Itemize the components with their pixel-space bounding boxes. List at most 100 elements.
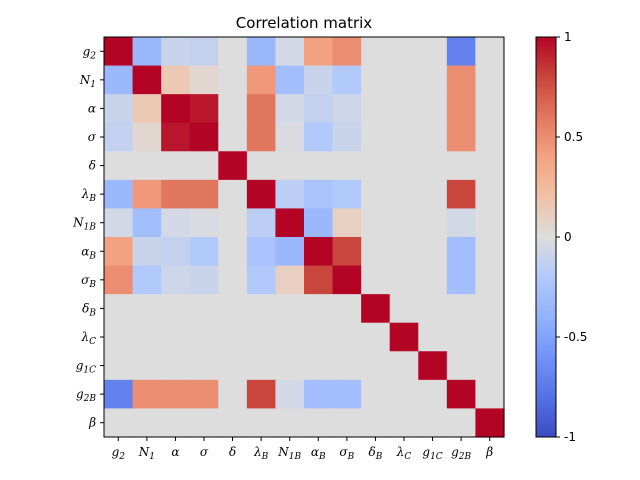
x-tick-label: g2: [112, 445, 126, 462]
heatmap-cell: [418, 37, 448, 67]
heatmap-cell: [475, 408, 505, 438]
heatmap-cell: [104, 351, 134, 381]
heatmap-cell: [161, 236, 191, 267]
heatmap-cell: [418, 236, 448, 267]
heatmap-cell: [389, 408, 419, 438]
heatmap-cell: [361, 65, 391, 95]
heatmap-cells: [104, 37, 505, 438]
heatmap-cell: [161, 37, 191, 67]
plot-frame: [103, 36, 505, 438]
heatmap-cell: [475, 65, 505, 95]
colorbar-tick-label: 0.5: [564, 130, 583, 144]
heatmap-cell: [161, 65, 191, 95]
heatmap-cell: [332, 179, 362, 210]
heatmap-cell: [389, 37, 419, 67]
heatmap-cell: [246, 37, 277, 67]
y-tick-label: α: [88, 101, 96, 115]
heatmap-cell: [303, 122, 334, 152]
heatmap-cell: [218, 294, 248, 324]
heatmap-cell: [475, 94, 505, 124]
heatmap-cell: [104, 37, 134, 67]
x-tick-label: αB: [311, 445, 326, 462]
heatmap-cell: [303, 236, 334, 267]
heatmap-cell: [446, 379, 477, 410]
heatmap-cell: [189, 265, 219, 295]
x-tick-label: β: [485, 445, 493, 459]
heatmap-cell: [389, 379, 419, 410]
heatmap-cell: [218, 65, 248, 95]
heatmap-cell: [161, 351, 191, 381]
heatmap-cell: [332, 151, 362, 181]
x-tick-label: σ: [200, 445, 209, 459]
heatmap-cell: [475, 122, 505, 152]
heatmap-cell: [303, 294, 334, 324]
heatmap-cell: [389, 351, 419, 381]
heatmap-cell: [132, 122, 162, 152]
chart-title: Correlation matrix: [236, 14, 373, 32]
colorbar: [535, 36, 557, 438]
heatmap-cell: [446, 408, 477, 438]
heatmap-cell: [218, 37, 248, 67]
heatmap-cell: [303, 408, 334, 438]
heatmap-cell: [132, 265, 162, 295]
heatmap-cell: [418, 208, 448, 238]
heatmap-cell: [418, 408, 448, 438]
heatmap-cell: [361, 236, 391, 267]
heatmap-cell: [104, 379, 134, 410]
heatmap-cell: [218, 265, 248, 295]
heatmap-cell: [246, 236, 277, 267]
heatmap-cell: [418, 294, 448, 324]
heatmap-cell: [161, 379, 191, 410]
heatmap-cell: [475, 151, 505, 181]
y-tick-label: β: [88, 416, 96, 430]
heatmap-cell: [132, 294, 162, 324]
y-tick-label: g1C: [76, 359, 96, 376]
heatmap-cell: [275, 65, 305, 95]
heatmap-cell: [475, 37, 505, 67]
heatmap-cell: [303, 65, 334, 95]
heatmap-cell: [161, 122, 191, 152]
heatmap-cell: [332, 65, 362, 95]
heatmap-cell: [418, 122, 448, 152]
heatmap-cell: [332, 265, 362, 295]
heatmap-cell: [132, 322, 162, 352]
heatmap-cell: [389, 265, 419, 295]
heatmap-cell: [246, 151, 277, 181]
heatmap-cell: [104, 179, 134, 210]
y-tick-label: σB: [81, 273, 96, 290]
heatmap-cell: [246, 122, 277, 152]
heatmap-cell: [332, 351, 362, 381]
colorbar-ticks: 1 0.5 0 -0.5 -1: [556, 30, 587, 444]
heatmap-cell: [361, 122, 391, 152]
heatmap-cell: [446, 179, 477, 210]
heatmap-cell: [161, 94, 191, 124]
heatmap-cell: [389, 122, 419, 152]
heatmap-cell: [189, 379, 219, 410]
heatmap-cell: [361, 265, 391, 295]
heatmap-cell: [246, 379, 277, 410]
heatmap-cell: [161, 294, 191, 324]
heatmap-cell: [361, 408, 391, 438]
heatmap-cell: [246, 265, 277, 295]
heatmap-cell: [332, 37, 362, 67]
heatmap-cell: [189, 208, 219, 238]
heatmap-cell: [446, 294, 477, 324]
heatmap-cell: [189, 322, 219, 352]
heatmap-cell: [275, 179, 305, 210]
heatmap-cell: [361, 322, 391, 352]
heatmap-cell: [332, 94, 362, 124]
x-axis-ticks: g2 N1 α σ δ λB N1B αB σB δB λC g1C g2B β: [112, 436, 493, 462]
y-tick-label: αB: [81, 244, 96, 261]
heatmap-cell: [446, 37, 477, 67]
heatmap-cell: [161, 408, 191, 438]
heatmap-cell: [303, 94, 334, 124]
x-tick-label: g2B: [451, 445, 471, 462]
heatmap-cell: [446, 122, 477, 152]
heatmap-cell: [303, 265, 334, 295]
heatmap-cell: [189, 65, 219, 95]
heatmap-cell: [389, 236, 419, 267]
heatmap-cell: [132, 151, 162, 181]
heatmap-cell: [389, 179, 419, 210]
heatmap-cell: [132, 179, 162, 210]
